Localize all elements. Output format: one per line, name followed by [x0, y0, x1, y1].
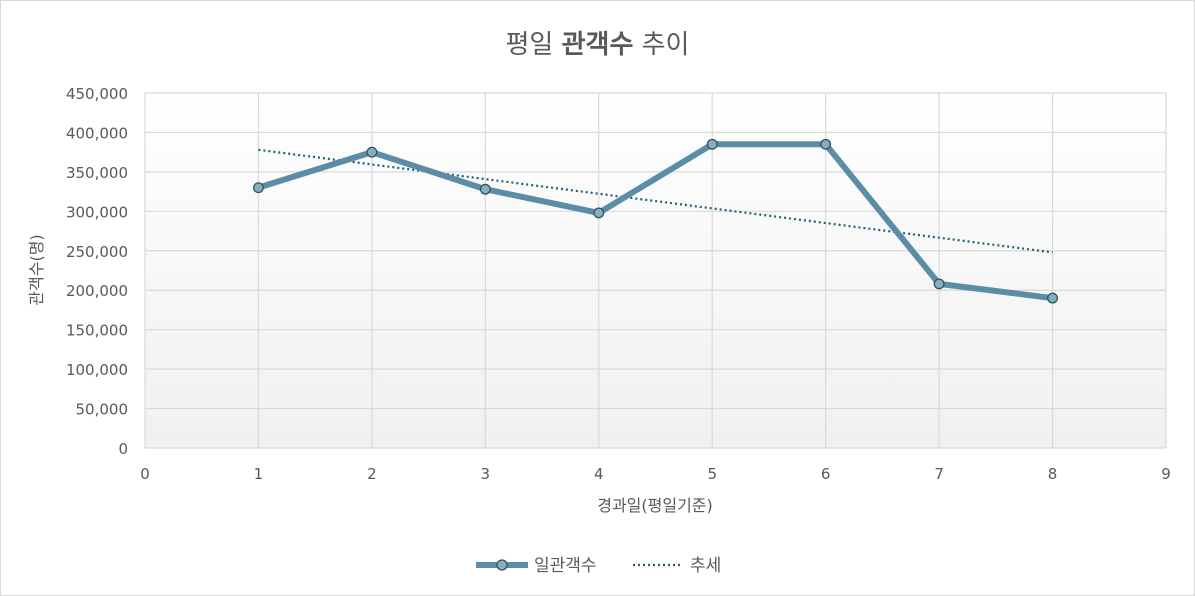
series-layer: [252, 138, 1059, 304]
x-tick-label: 5: [707, 465, 717, 483]
y-tick-label: 50,000: [76, 401, 129, 419]
x-tick-label: 9: [1161, 465, 1171, 483]
x-axis-label: 경과일(평일기준): [597, 496, 713, 515]
chart-title: 평일 관객수 추이: [0, 24, 1195, 61]
x-tick-label: 2: [367, 465, 377, 483]
legend-marker-series-1: [496, 559, 508, 571]
y-tick-label: 400,000: [66, 124, 128, 142]
y-tick-label: 100,000: [66, 361, 128, 379]
y-axis-ticks: 0 50,000 100,000 150,000 200,000 250,000 300,0…: [66, 85, 128, 458]
series-trend-line: [258, 148, 1053, 254]
data-point: [933, 278, 945, 290]
y-axis-label: 관객수(명): [27, 234, 46, 305]
data-point: [706, 138, 718, 150]
data-point: [593, 207, 605, 219]
x-tick-label: 8: [1048, 465, 1058, 483]
chart-title-bold: 관객수: [561, 30, 634, 60]
x-tick-label: 1: [254, 465, 264, 483]
plot-area: [145, 93, 1166, 448]
data-point: [479, 183, 491, 195]
series-line: [257, 141, 1053, 302]
chart-title-suffix: 추이: [633, 30, 690, 60]
data-point: [820, 138, 832, 150]
gridlines: [144, 92, 1167, 449]
y-tick-label: 0: [118, 440, 128, 458]
y-tick-label: 250,000: [66, 243, 128, 261]
x-tick-label: 3: [481, 465, 491, 483]
y-tick-label: 150,000: [66, 322, 128, 340]
y-tick-label: 200,000: [66, 282, 128, 300]
legend: 일관객수 추세: [476, 556, 721, 576]
legend-label-series-2: 추세: [690, 556, 721, 576]
x-tick-label: 6: [821, 465, 831, 483]
y-tick-label: 350,000: [66, 164, 128, 182]
x-tick-label: 4: [594, 465, 604, 483]
x-tick-label: 0: [140, 465, 150, 483]
data-point: [366, 146, 378, 158]
data-point: [1047, 292, 1059, 304]
y-tick-label: 450,000: [66, 85, 128, 103]
legend-label-series-1: 일관객수: [534, 556, 597, 576]
chart-title-prefix: 평일: [505, 30, 562, 60]
y-tick-label: 300,000: [66, 203, 128, 221]
x-axis-ticks: 0 1 2 3 4 5 6 7 8 9: [140, 465, 1171, 483]
x-tick-label: 7: [934, 465, 944, 483]
data-point: [252, 182, 264, 194]
